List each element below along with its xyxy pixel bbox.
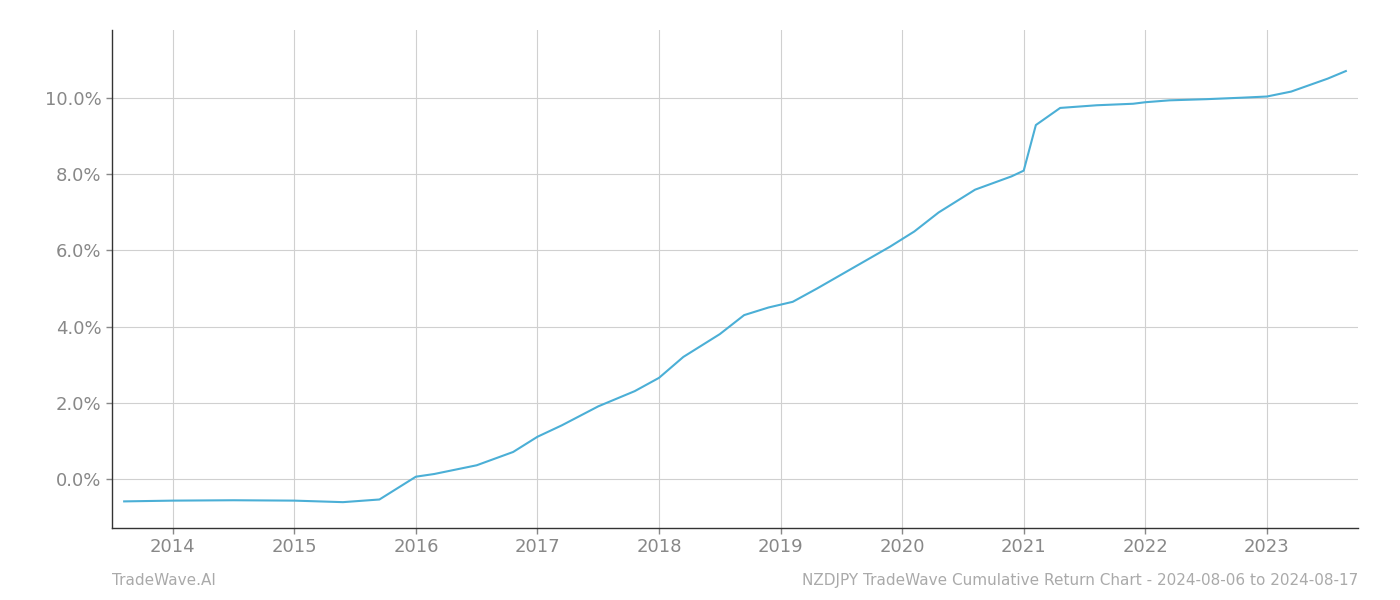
Text: NZDJPY TradeWave Cumulative Return Chart - 2024-08-06 to 2024-08-17: NZDJPY TradeWave Cumulative Return Chart… xyxy=(802,573,1358,588)
Text: TradeWave.AI: TradeWave.AI xyxy=(112,573,216,588)
